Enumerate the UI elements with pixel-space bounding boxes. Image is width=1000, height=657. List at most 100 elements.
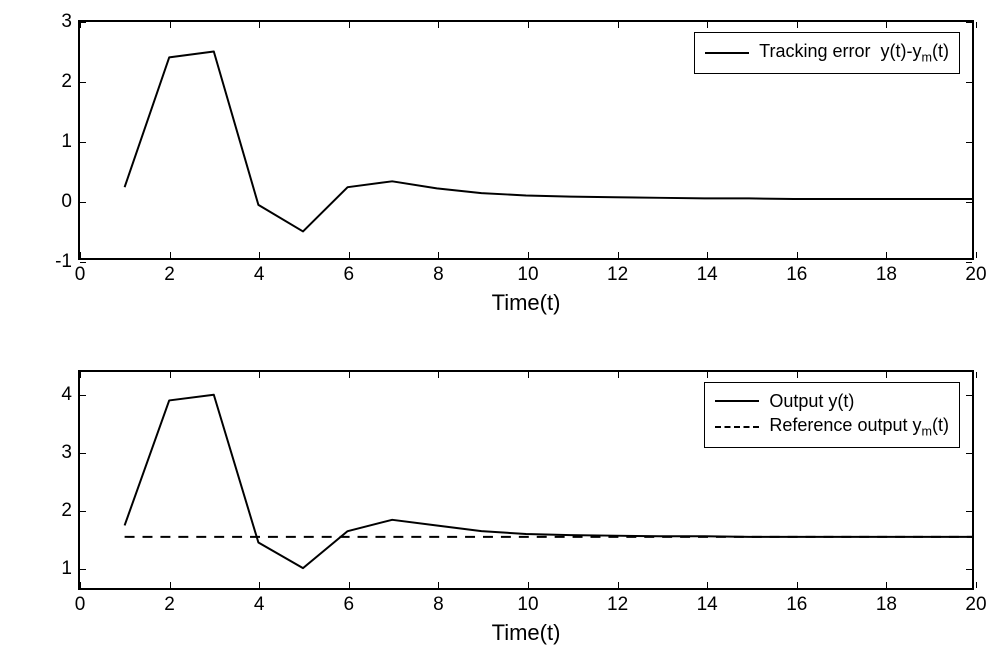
- xtick-mark: [976, 252, 977, 258]
- xtick-mark: [976, 22, 977, 28]
- xtick-mark: [618, 22, 619, 28]
- xtick-mark: [618, 372, 619, 378]
- xtick-label: 2: [164, 588, 175, 616]
- xtick-label: 8: [433, 258, 444, 286]
- xtick-mark: [886, 582, 887, 588]
- ytick-label: 0: [61, 191, 80, 213]
- xtick-label: 0: [75, 588, 86, 616]
- xtick-mark: [349, 22, 350, 28]
- ytick-mark: [80, 511, 86, 512]
- xtick-mark: [797, 252, 798, 258]
- legend-label: Reference output ym(t): [769, 413, 949, 441]
- xtick-mark: [797, 22, 798, 28]
- xtick-label: 0: [75, 258, 86, 286]
- xtick-mark: [976, 372, 977, 378]
- ytick-mark: [966, 511, 972, 512]
- xtick-mark: [707, 22, 708, 28]
- xtick-label: 20: [965, 588, 986, 616]
- ytick-mark: [966, 395, 972, 396]
- xtick-mark: [618, 582, 619, 588]
- xtick-mark: [528, 252, 529, 258]
- xtick-mark: [259, 582, 260, 588]
- ytick-label: 2: [61, 500, 80, 522]
- ytick-mark: [966, 569, 972, 570]
- xtick-mark: [349, 372, 350, 378]
- xtick-mark: [349, 582, 350, 588]
- xtick-label: 14: [697, 588, 718, 616]
- ytick-mark: [80, 569, 86, 570]
- xtick-mark: [438, 582, 439, 588]
- xtick-mark: [797, 372, 798, 378]
- xtick-mark: [80, 22, 81, 28]
- ytick-mark: [80, 395, 86, 396]
- xtick-mark: [438, 22, 439, 28]
- xtick-label: 2: [164, 258, 175, 286]
- plot-area-bottom: Output y(t)Reference output ym(t) 123402…: [78, 370, 974, 590]
- panel-output: Output y(t)Reference output ym(t) 123402…: [78, 370, 974, 590]
- xtick-label: 18: [876, 588, 897, 616]
- ytick-mark: [966, 82, 972, 83]
- ytick-label: 3: [61, 442, 80, 464]
- ytick-label: 3: [61, 11, 80, 33]
- xtick-label: 20: [965, 258, 986, 286]
- legend-swatch: [715, 400, 759, 402]
- xtick-mark: [707, 582, 708, 588]
- ytick-mark: [966, 142, 972, 143]
- ytick-mark: [80, 202, 86, 203]
- xtick-label: 16: [786, 588, 807, 616]
- legend-swatch: [705, 52, 749, 54]
- xtick-mark: [259, 252, 260, 258]
- xtick-mark: [438, 252, 439, 258]
- ytick-label: 4: [61, 384, 80, 406]
- legend-top: Tracking error y(t)-ym(t): [694, 32, 960, 74]
- xtick-label: 6: [344, 258, 355, 286]
- xtick-mark: [438, 372, 439, 378]
- xtick-mark: [170, 582, 171, 588]
- legend-bottom: Output y(t)Reference output ym(t): [704, 382, 960, 448]
- xtick-label: 10: [517, 588, 538, 616]
- xtick-mark: [259, 372, 260, 378]
- xtick-label: 18: [876, 258, 897, 286]
- ytick-mark: [966, 453, 972, 454]
- xtick-mark: [886, 372, 887, 378]
- figure: Tracking error y(t)-ym(t) -1012302468101…: [0, 0, 1000, 657]
- xtick-label: 12: [607, 588, 628, 616]
- legend-label: Output y(t): [769, 389, 854, 413]
- ytick-mark: [80, 142, 86, 143]
- xtick-mark: [618, 252, 619, 258]
- xtick-mark: [528, 372, 529, 378]
- xtick-mark: [528, 582, 529, 588]
- xtick-mark: [170, 372, 171, 378]
- xtick-mark: [707, 372, 708, 378]
- xlabel-bottom: Time(t): [492, 620, 561, 646]
- plot-area-top: Tracking error y(t)-ym(t) -1012302468101…: [78, 20, 974, 260]
- series-tracking-error: [125, 52, 972, 232]
- legend-item: Output y(t): [715, 389, 949, 413]
- ytick-label: 1: [61, 131, 80, 153]
- xtick-mark: [80, 252, 81, 258]
- xtick-label: 12: [607, 258, 628, 286]
- xtick-label: 6: [344, 588, 355, 616]
- xtick-mark: [349, 252, 350, 258]
- xtick-label: 16: [786, 258, 807, 286]
- legend-swatch: [715, 426, 759, 428]
- xtick-mark: [80, 582, 81, 588]
- xtick-mark: [259, 22, 260, 28]
- legend-item: Reference output ym(t): [715, 413, 949, 441]
- xtick-mark: [976, 582, 977, 588]
- xtick-mark: [528, 22, 529, 28]
- xtick-mark: [886, 22, 887, 28]
- xtick-mark: [170, 252, 171, 258]
- xtick-label: 10: [517, 258, 538, 286]
- ytick-mark: [80, 453, 86, 454]
- ytick-label: 1: [61, 558, 80, 580]
- ytick-mark: [80, 82, 86, 83]
- xtick-label: 4: [254, 258, 265, 286]
- xtick-label: 8: [433, 588, 444, 616]
- panel-tracking-error: Tracking error y(t)-ym(t) -1012302468101…: [78, 20, 974, 260]
- legend-label: Tracking error y(t)-ym(t): [759, 39, 949, 67]
- legend-item: Tracking error y(t)-ym(t): [705, 39, 949, 67]
- xlabel-top: Time(t): [492, 290, 561, 316]
- xtick-label: 4: [254, 588, 265, 616]
- ytick-mark: [966, 22, 972, 23]
